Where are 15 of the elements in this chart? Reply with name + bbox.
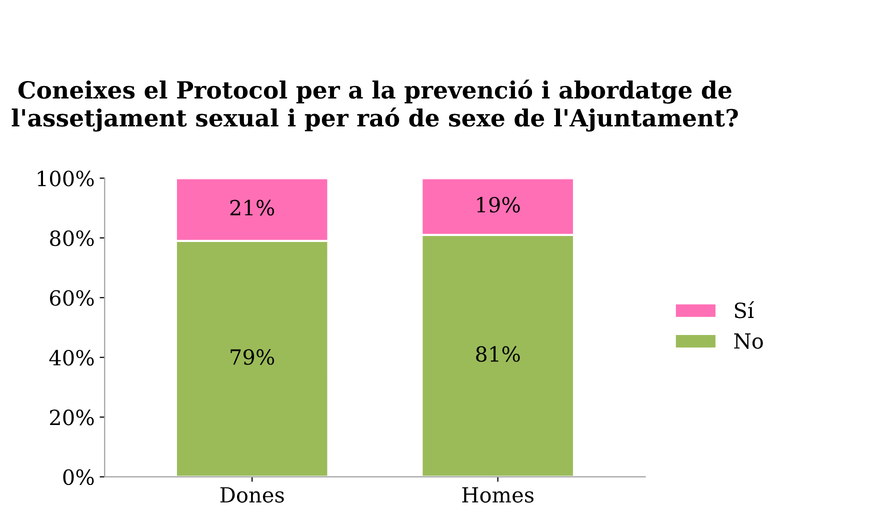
y-tick-label: 100% (38, 170, 94, 186)
y-tick-label: 80% (50, 230, 94, 246)
data-label: 19% (477, 196, 520, 213)
y-tick-label: 0% (63, 469, 94, 486)
data-label: 81% (476, 346, 520, 362)
x-tick-label: Homes (462, 487, 534, 503)
data-label: 79% (230, 349, 274, 365)
y-tick-label: 40% (49, 350, 94, 366)
chart-title: Coneixes el Protocol per a la prevenció i abordatge de l'assetjament sexual i per raó de sexe de l'Ajuntament? (12, 80, 738, 132)
data-label: 21% (230, 200, 274, 216)
y-tick-label: 20% (50, 410, 94, 426)
legend-label: No (734, 333, 763, 349)
y-tick-label: 60% (50, 290, 94, 306)
x-tick-label: Dones (220, 487, 284, 503)
legend-label: Sí (734, 301, 754, 318)
